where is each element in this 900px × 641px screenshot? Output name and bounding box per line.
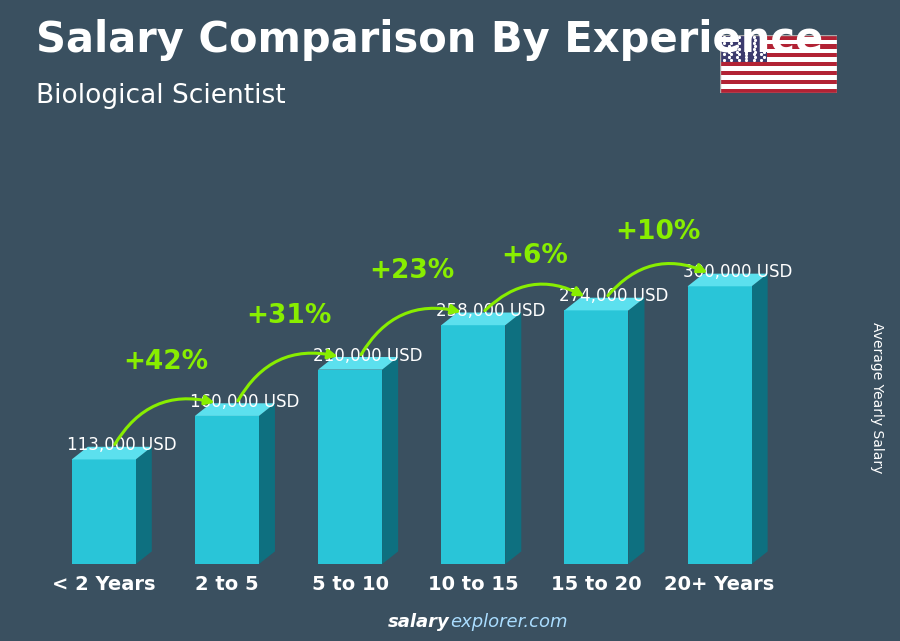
Text: 258,000 USD: 258,000 USD [436, 302, 545, 320]
Text: +6%: +6% [501, 244, 568, 269]
Text: +31%: +31% [246, 303, 331, 329]
FancyArrowPatch shape [485, 284, 581, 311]
Bar [720, 88, 837, 93]
Text: Average Yearly Salary: Average Yearly Salary [870, 322, 885, 473]
Polygon shape [505, 313, 521, 564]
Bar [564, 310, 628, 564]
FancyArrowPatch shape [608, 263, 705, 296]
FancyArrowPatch shape [361, 306, 457, 354]
Text: explorer.com: explorer.com [450, 613, 568, 631]
FancyArrowPatch shape [115, 396, 212, 444]
Polygon shape [195, 403, 275, 416]
Text: 274,000 USD: 274,000 USD [560, 287, 669, 305]
Bar [720, 49, 837, 53]
Polygon shape [688, 274, 768, 287]
Text: +42%: +42% [122, 349, 208, 375]
Bar [720, 58, 837, 62]
Polygon shape [382, 357, 398, 564]
Bar [720, 44, 837, 49]
Bar [688, 287, 752, 564]
Bar [720, 71, 837, 75]
Bar [720, 40, 837, 44]
Bar [318, 370, 382, 564]
Text: 160,000 USD: 160,000 USD [190, 393, 300, 411]
Polygon shape [72, 447, 152, 460]
Text: +23%: +23% [369, 258, 454, 284]
Polygon shape [441, 313, 521, 325]
Bar [720, 53, 837, 58]
Text: Biological Scientist: Biological Scientist [36, 83, 285, 110]
Text: 300,000 USD: 300,000 USD [683, 263, 792, 281]
Bar [720, 75, 837, 79]
Bar [720, 62, 837, 66]
Polygon shape [752, 274, 768, 564]
Bar [720, 35, 837, 40]
Polygon shape [318, 357, 398, 370]
FancyArrowPatch shape [238, 350, 335, 401]
Text: 210,000 USD: 210,000 USD [313, 347, 423, 365]
Polygon shape [136, 447, 152, 564]
Bar [720, 66, 837, 71]
Text: +10%: +10% [616, 219, 701, 246]
Text: Salary Comparison By Experience: Salary Comparison By Experience [36, 19, 824, 62]
Bar [720, 84, 837, 88]
Text: salary: salary [388, 613, 450, 631]
Bar [720, 79, 837, 84]
Polygon shape [259, 403, 275, 564]
Bar [441, 325, 505, 564]
Text: 113,000 USD: 113,000 USD [67, 437, 176, 454]
Polygon shape [628, 297, 644, 564]
Bar [720, 35, 767, 62]
Bar [72, 460, 136, 564]
Polygon shape [564, 297, 644, 310]
Bar [195, 416, 259, 564]
